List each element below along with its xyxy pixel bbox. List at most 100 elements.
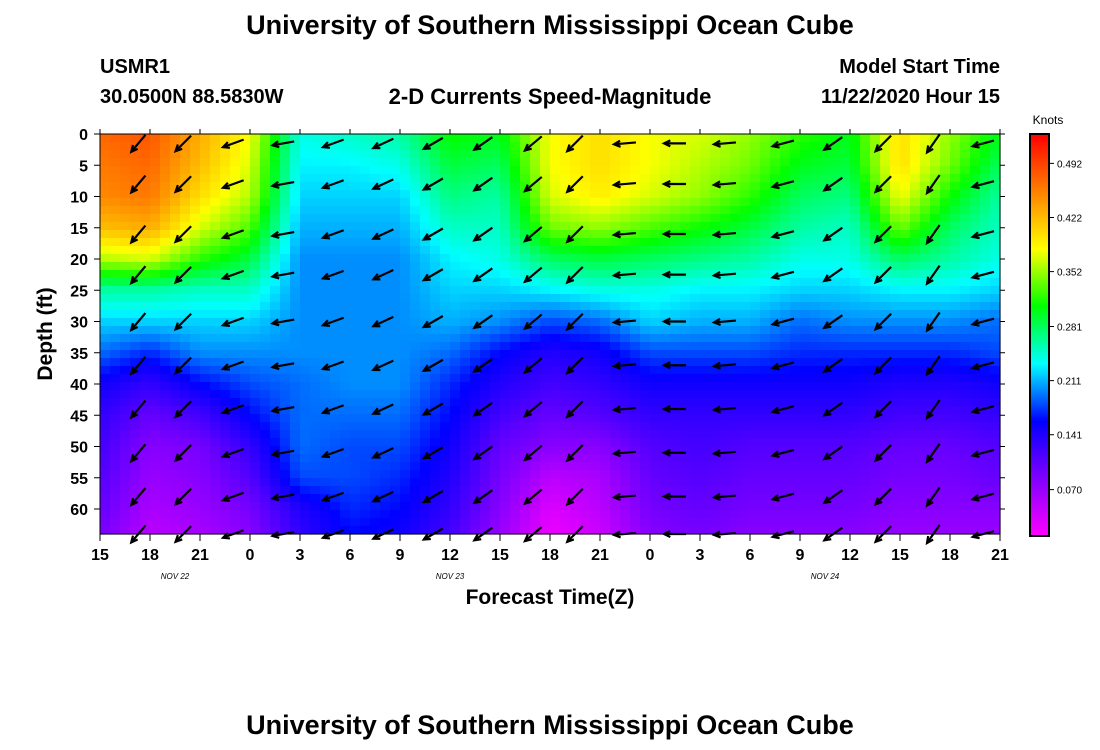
heatmap-cell [830,382,841,391]
heatmap-cell [920,494,931,503]
heatmap-cell [690,326,701,335]
heatmap-cell [300,470,311,479]
heatmap-cell [970,254,981,263]
heatmap-cell [670,422,681,431]
heatmap-cell [430,398,441,407]
heatmap-cell [940,494,951,503]
heatmap-cell [130,230,141,239]
heatmap-cell [720,406,731,415]
heatmap-cell [530,390,541,399]
heatmap-cell [920,206,931,215]
heatmap-cell [620,198,631,207]
heatmap-cell [740,286,751,295]
heatmap-cell [910,254,921,263]
heatmap-cell [420,334,431,343]
heatmap-cell [760,270,771,279]
heatmap-cell [810,478,821,487]
heatmap-cell [540,142,551,151]
heatmap-cell [590,358,601,367]
heatmap-cell [930,374,941,383]
heatmap-cell [360,142,371,151]
heatmap-cell [950,318,961,327]
heatmap-cell [990,334,1001,343]
heatmap-cell [310,326,321,335]
heatmap-cell [170,502,181,511]
heatmap-cell [470,174,481,183]
heatmap-cell [920,230,931,239]
heatmap-cell [480,182,491,191]
heatmap-cell [600,206,611,215]
heatmap-cell [770,398,781,407]
heatmap-cell [200,446,211,455]
heatmap-cell [600,358,611,367]
heatmap-cell [160,414,171,423]
heatmap-cell [390,414,401,423]
heatmap-cell [470,214,481,223]
heatmap-cell [270,342,281,351]
heatmap-cell [950,430,961,439]
heatmap-cell [450,198,461,207]
heatmap-cell [120,382,131,391]
heatmap-cell [820,462,831,471]
heatmap-cell [970,350,981,359]
current-vector [129,399,147,420]
heatmap-cell [620,310,631,319]
heatmap-cell [170,470,181,479]
heatmap-cell [340,494,351,503]
heatmap-cell [530,278,541,287]
heatmap-cell [180,262,191,271]
heatmap-cell [170,414,181,423]
heatmap-cell [320,398,331,407]
heatmap-cell [760,294,771,303]
heatmap-cell [310,366,321,375]
heatmap-cell [690,406,701,415]
heatmap-cell [610,326,621,335]
heatmap-cell [670,462,681,471]
heatmap-cell [820,262,831,271]
heatmap-cell [380,166,391,175]
heatmap-cell [640,214,651,223]
heatmap-cell [580,142,591,151]
heatmap-cell [440,278,451,287]
heatmap-cell [440,238,451,247]
heatmap-cell [980,438,991,447]
heatmap-cell [520,262,531,271]
heatmap-cell [810,246,821,255]
heatmap-cell [170,214,181,223]
heatmap-cell [220,198,231,207]
heatmap-cell [450,142,461,151]
heatmap-cell [520,390,531,399]
heatmap-cell [340,278,351,287]
heatmap-cell [440,334,451,343]
heatmap-cell [610,206,621,215]
heatmap-cell [920,382,931,391]
heatmap-cell [940,310,951,319]
heatmap-cell [840,270,851,279]
current-vector [421,227,444,241]
heatmap-cell [230,510,241,519]
heatmap-cell [140,318,151,327]
heatmap-cell [430,182,441,191]
heatmap-cell [370,270,381,279]
heatmap-cell [530,150,541,159]
heatmap-cell [240,254,251,263]
heatmap-cell [230,486,241,495]
heatmap-cell [560,366,571,375]
heatmap-cell [450,446,461,455]
heatmap-cell [340,446,351,455]
heatmap-cell [700,158,711,167]
heatmap-cell [420,430,431,439]
heatmap-cell [430,214,441,223]
heatmap-cell [330,134,341,143]
heatmap-cell [300,390,311,399]
heatmap-cell [500,158,511,167]
heatmap-cell [810,518,821,527]
heatmap-cell [150,278,161,287]
heatmap-cell [480,478,491,487]
heatmap-cell [830,262,841,271]
heatmap-cell [540,350,551,359]
heatmap-cell [150,158,161,167]
heatmap-cell [640,462,651,471]
heatmap-cell [720,206,731,215]
heatmap-cell [440,470,451,479]
